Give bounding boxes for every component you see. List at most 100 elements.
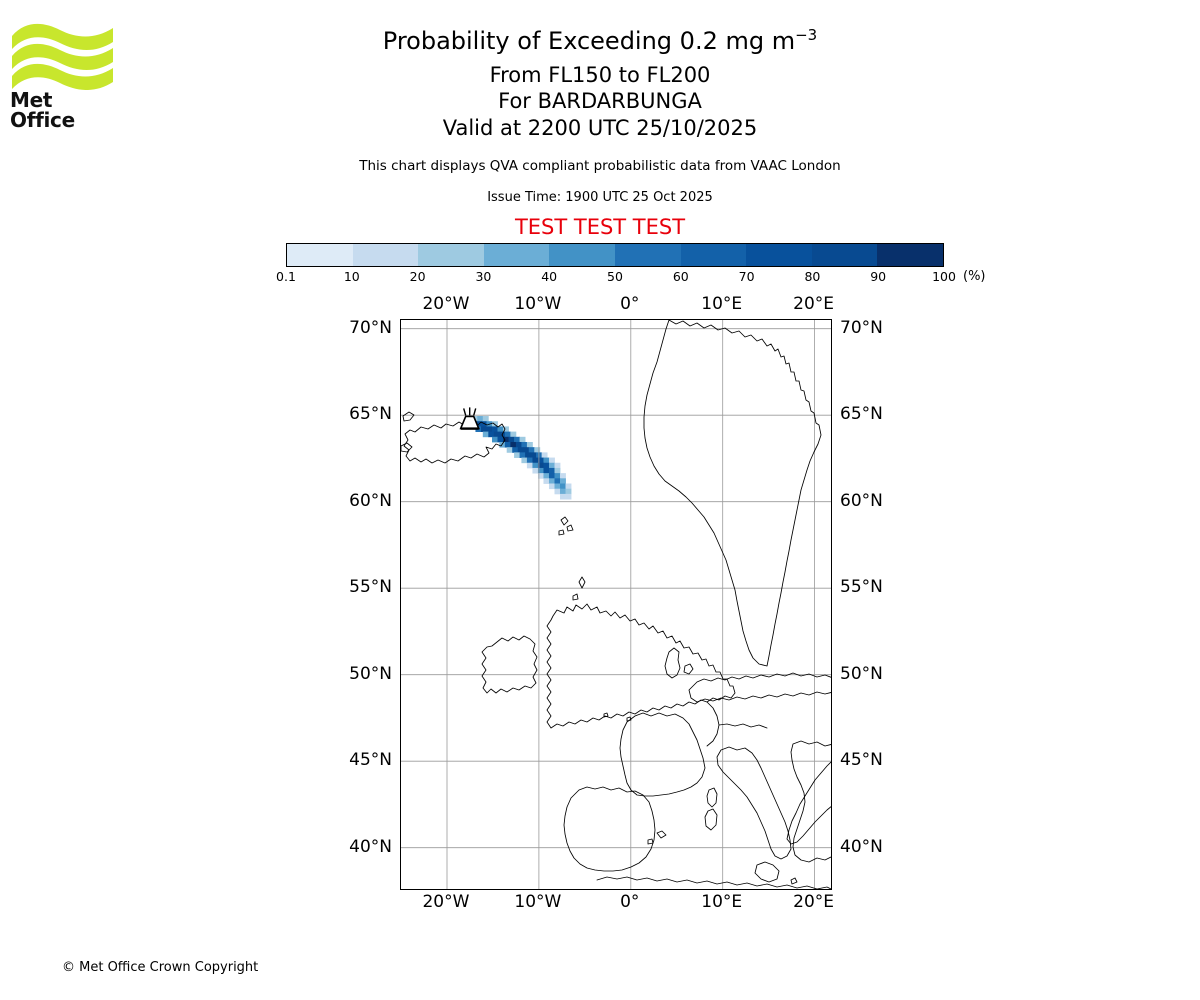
ash-plume-cell xyxy=(504,441,511,448)
colorbar-tick-100: 100 xyxy=(932,269,956,284)
map-gridlines xyxy=(401,320,831,889)
ash-plume-cell xyxy=(519,452,526,458)
volcano-icon[interactable] xyxy=(459,407,480,430)
ash-plume-cell xyxy=(532,457,539,464)
ash-plume-cell xyxy=(548,473,555,479)
map-frame[interactable] xyxy=(400,319,832,890)
lon-label-bottom-4: 20°E xyxy=(793,892,835,912)
colorbar-tick-0.1: 0.1 xyxy=(276,269,296,284)
ash-plume-cell xyxy=(492,421,498,427)
ash-plume-cell xyxy=(532,462,539,469)
lon-label-top-3: 10°E xyxy=(701,294,743,314)
lat-label-right-1: 45°N xyxy=(840,750,883,771)
ash-plume-cell xyxy=(497,436,504,443)
ash-plume-cell xyxy=(532,467,539,474)
ash-plume-cell xyxy=(519,436,526,443)
ash-plume-cell xyxy=(548,478,555,484)
lat-label-right-0: 40°N xyxy=(840,836,883,857)
colorbar-tick-50: 50 xyxy=(607,269,623,284)
page-title-exponent: −3 xyxy=(795,26,818,44)
page-title-text: Probability of Exceeding 0.2 mg m xyxy=(382,27,796,55)
lat-label-right-4: 60°N xyxy=(840,490,883,511)
lon-label-bottom-1: 10°W xyxy=(514,892,562,912)
ash-plume-cell xyxy=(523,447,530,453)
ash-plume-cell xyxy=(508,436,515,443)
colorbar-swatch-6 xyxy=(680,244,747,266)
colorbar-tick-10: 10 xyxy=(343,269,360,284)
coastlines xyxy=(401,320,831,889)
ash-plume-cell xyxy=(514,452,520,458)
colorbar-swatches xyxy=(286,243,944,267)
probability-colorbar: 0.1 10 20 30 40 50 60 70 80 90 100 xyxy=(276,243,956,284)
ash-plume-cell xyxy=(554,473,561,479)
colorbar-unit-label: (%) xyxy=(963,269,986,284)
lat-label-left-0: 40°N xyxy=(349,836,392,857)
lat-label-left-4: 60°N xyxy=(349,490,392,511)
met-office-wordmark: Met Office xyxy=(10,88,75,132)
ash-plume-cell xyxy=(504,431,511,438)
ash-plume-cell xyxy=(510,431,517,438)
ash-plume-cell xyxy=(537,467,544,474)
lat-label-left-6: 70°N xyxy=(349,317,392,338)
ash-plume-cell xyxy=(521,457,528,464)
colorbar-tick-90: 90 xyxy=(870,269,887,284)
ash-plume-cell xyxy=(515,441,522,448)
ash-plume-cell xyxy=(537,462,544,469)
colorbar-swatch-0 xyxy=(287,244,353,266)
valid-time: Valid at 2200 UTC 25/10/2025 xyxy=(442,116,758,140)
ash-plume-cell xyxy=(530,452,537,458)
ash-plume-cell xyxy=(560,488,566,495)
page-title: Probability of Exceeding 0.2 mg m−3 xyxy=(0,26,1200,55)
ash-plume-cell xyxy=(492,436,498,443)
lon-label-top-4: 20°E xyxy=(793,294,835,314)
colorbar-swatch-5 xyxy=(614,244,681,266)
ash-plume-cell xyxy=(548,467,555,474)
ash-plume-cell xyxy=(543,467,550,474)
met-office-waves-icon xyxy=(12,23,113,91)
ash-plume-cell xyxy=(477,416,484,422)
lat-label-right-5: 65°N xyxy=(840,404,883,425)
ash-plume-cell xyxy=(554,467,561,474)
colorbar-tick-80: 80 xyxy=(804,269,821,284)
ash-plume-cell xyxy=(548,457,555,464)
ash-plume-cell xyxy=(554,488,561,495)
test-banner: TEST TEST TEST xyxy=(514,215,686,239)
ash-plume-cell xyxy=(560,493,566,500)
colorbar-tick-20: 20 xyxy=(409,269,426,284)
ash-plume-cell xyxy=(534,447,541,453)
ash-plume-layer xyxy=(469,416,572,500)
ash-plume-cell xyxy=(541,452,548,458)
ash-plume-cell xyxy=(554,483,561,490)
lat-label-left-5: 65°N xyxy=(349,404,392,425)
ash-plume-cell xyxy=(537,473,544,479)
map-panel[interactable] xyxy=(400,319,832,890)
ash-plume-cell xyxy=(480,421,487,427)
lat-label-left-3: 55°N xyxy=(349,577,392,598)
lon-label-bottom-0: 20°W xyxy=(422,892,470,912)
ash-plume-cell xyxy=(497,426,504,432)
colorbar-swatch-9 xyxy=(877,244,943,266)
colorbar-tick-70: 70 xyxy=(738,269,755,284)
ash-plume-cell xyxy=(554,478,561,484)
ash-plume-cell xyxy=(537,457,544,464)
lat-label-right-2: 50°N xyxy=(840,663,883,684)
ash-plume-cell xyxy=(560,473,566,479)
ash-plume-cell xyxy=(560,478,566,484)
lat-label-right-6: 70°N xyxy=(840,317,883,338)
ash-plume-cell xyxy=(482,416,489,422)
ash-plume-cell xyxy=(492,426,498,432)
map-canvas xyxy=(401,320,831,889)
ash-plume-cell xyxy=(486,426,493,432)
ash-plume-cell xyxy=(554,462,561,469)
lon-label-top-1: 10°W xyxy=(514,294,562,314)
ash-plume-cell xyxy=(493,431,500,438)
colorbar-swatch-3 xyxy=(483,244,550,266)
ash-plume-cell xyxy=(521,441,528,448)
colorbar-swatch-1 xyxy=(352,244,419,266)
lat-label-right-3: 55°N xyxy=(840,577,883,598)
ash-plume-cell xyxy=(517,447,524,453)
ash-plume-cell xyxy=(548,483,555,490)
lon-label-bottom-2: 0° xyxy=(620,892,640,912)
ash-plume-cell xyxy=(526,457,533,464)
lat-label-left-1: 45°N xyxy=(349,750,392,771)
